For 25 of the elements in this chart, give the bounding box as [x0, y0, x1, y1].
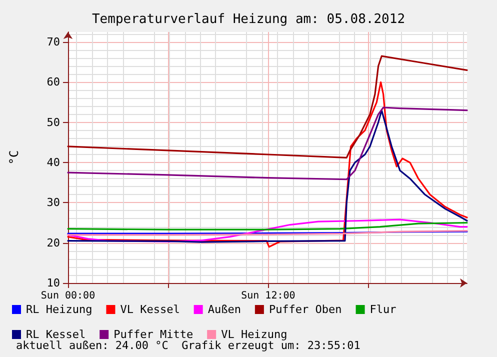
legend-label: Flur — [370, 303, 397, 316]
legend-label: VL Kessel — [120, 303, 180, 316]
legend-label: Puffer Oben — [268, 303, 342, 316]
y-axis-title: °C — [7, 150, 21, 165]
y-tick-label: 70 — [46, 36, 60, 49]
chart-title: Temperaturverlauf Heizung am: 05.08.2012 — [92, 12, 406, 27]
line-series — [67, 222, 468, 230]
legend-label: RL Heizung — [26, 303, 92, 316]
y-tick-label: 40 — [46, 156, 60, 170]
legend-label: VL Heizung — [221, 328, 288, 341]
text: aktuell außen: 24.00 °C Grafik erzeugt um: 23:55:01 — [16, 339, 360, 352]
legend-label: Außen — [208, 303, 241, 316]
y-tick-label: 20 — [46, 236, 60, 250]
y-tick-label: 10 — [46, 276, 60, 290]
y-tick-label: 60 — [46, 76, 60, 89]
line-series — [67, 106, 468, 180]
legend-label: RL Kessel — [26, 328, 86, 341]
legend-label: Puffer Mitte — [114, 328, 194, 341]
y-tick-label: 50 — [46, 116, 60, 129]
x-tick-label: Sun 00:00 — [40, 290, 96, 302]
y-tick-label: 30 — [46, 196, 60, 210]
line-series — [67, 110, 468, 243]
line-series — [67, 81, 468, 248]
line-series — [67, 55, 468, 158]
x-tick-label: Sun 12:00 — [241, 290, 296, 302]
